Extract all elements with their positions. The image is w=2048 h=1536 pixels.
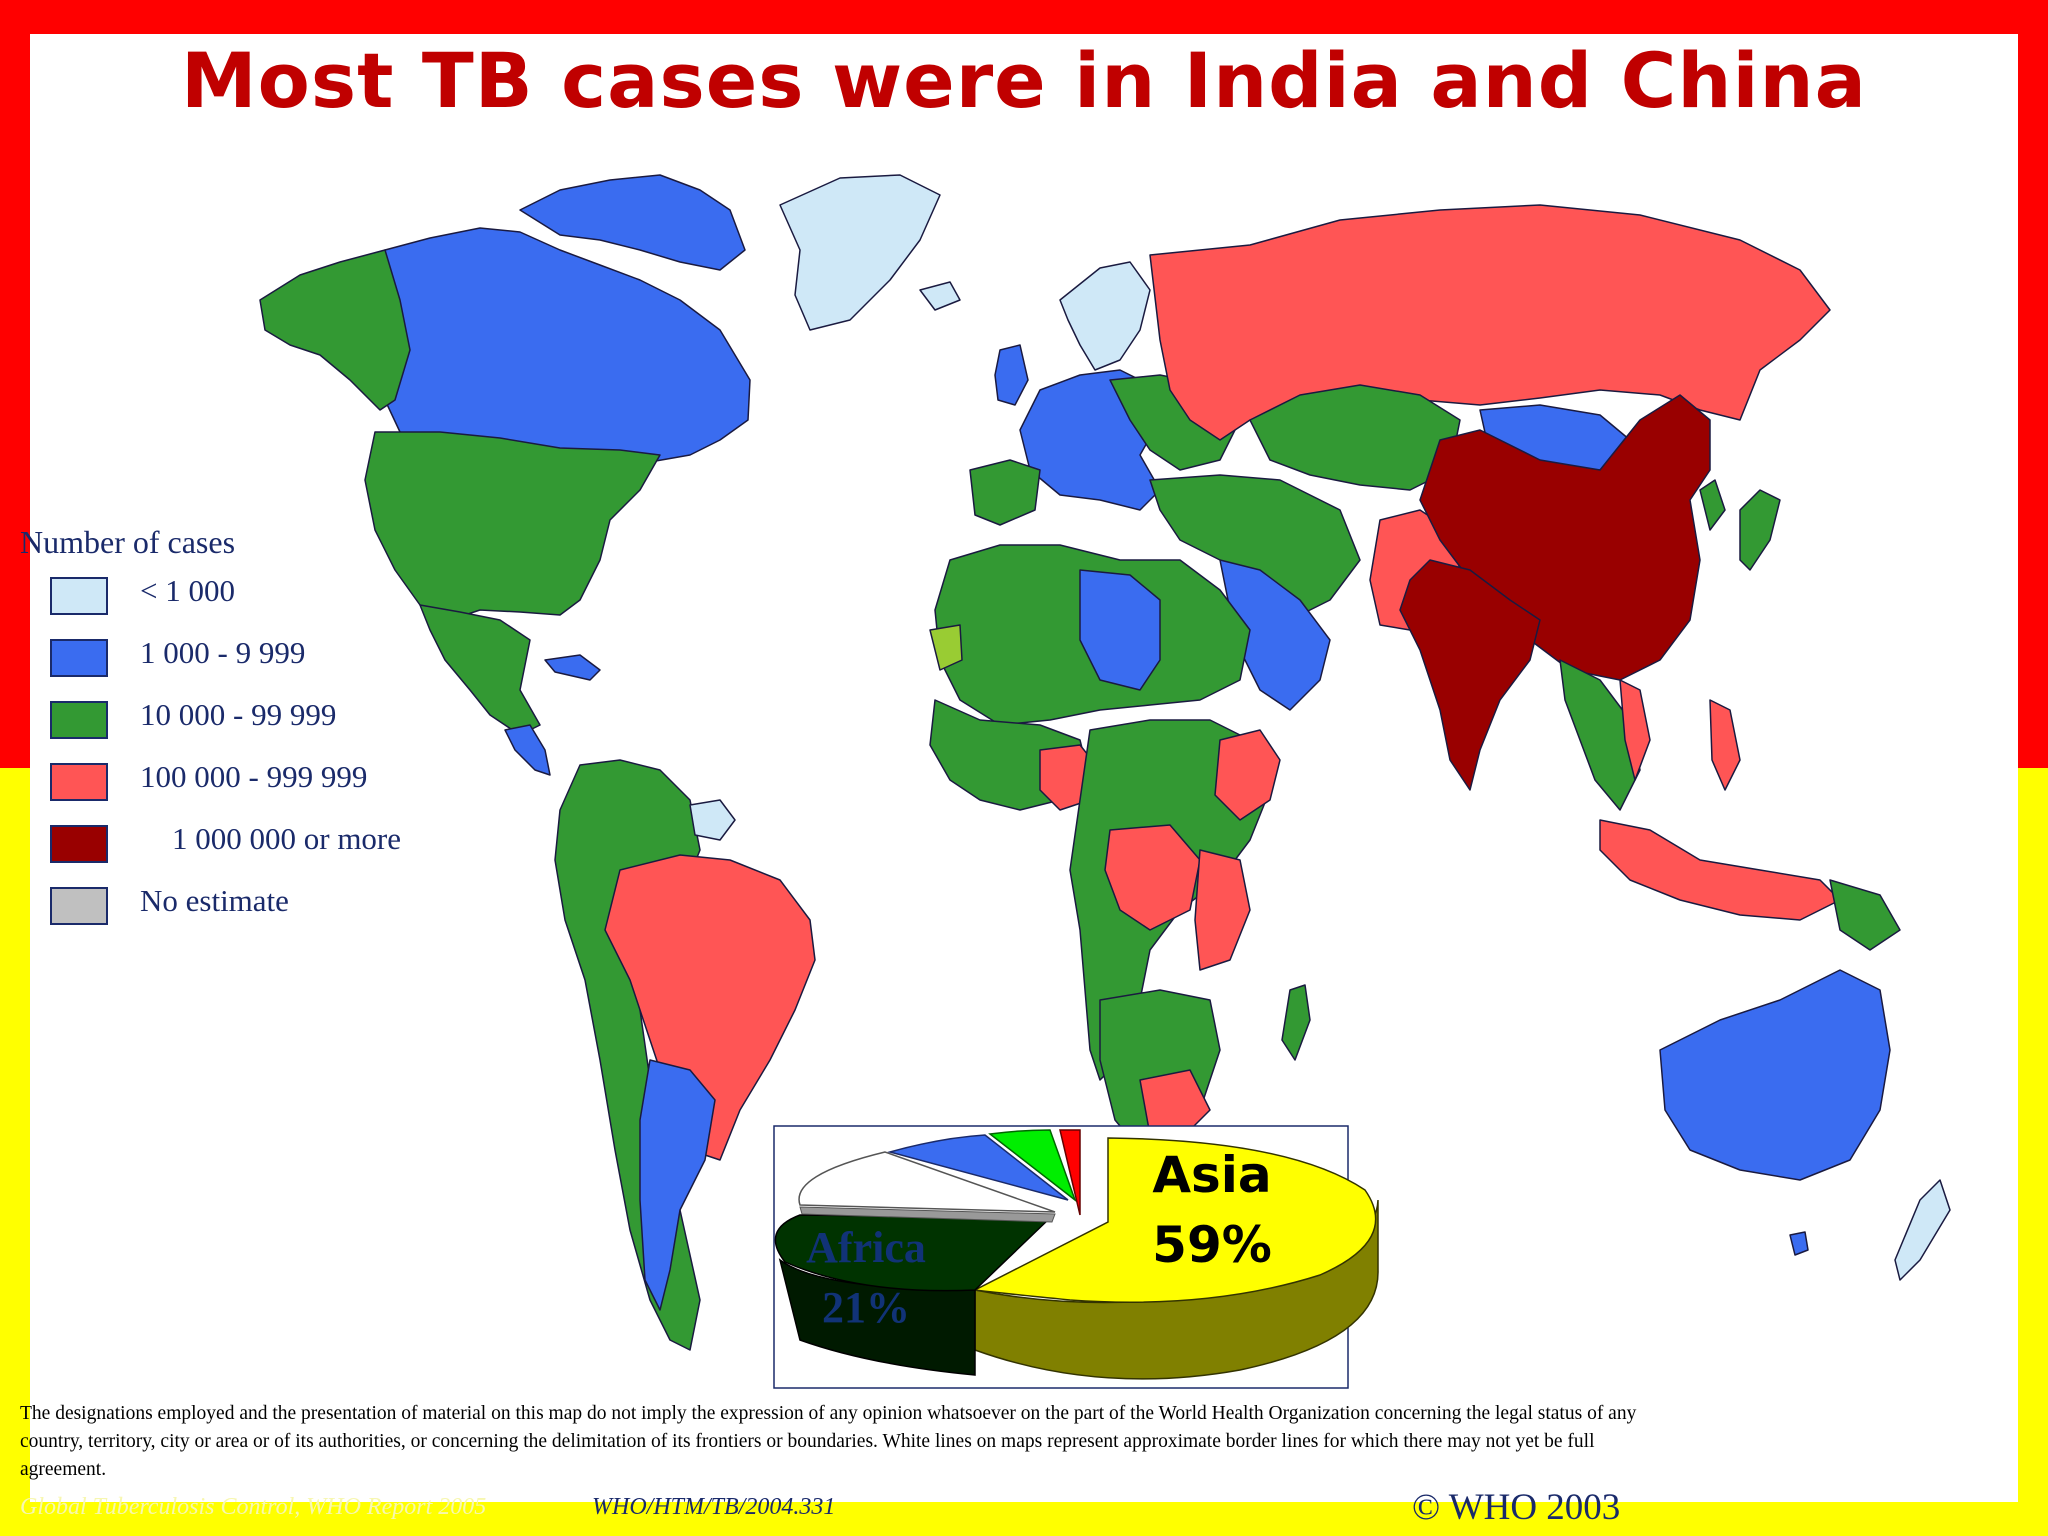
- pie-slice-europe: [798, 1151, 1056, 1213]
- map-region-madagascar: [1281, 984, 1311, 1061]
- pie-label-africa-percent: 21%: [822, 1283, 910, 1332]
- map-region-arctic-islands: [519, 174, 746, 271]
- map-region-guianas: [689, 799, 736, 841]
- map-region-western-sahara: [929, 624, 963, 671]
- map-region-uk: [994, 344, 1029, 406]
- pie-chart: Asia 59% Africa 21%: [773, 1125, 1379, 1389]
- legend-swatch: [50, 701, 108, 739]
- legend-swatch: [50, 577, 108, 615]
- map-region-argentina-chile: [639, 1059, 716, 1311]
- map-region-ethiopia: [1214, 729, 1281, 821]
- legend-item: 1 000 - 9 999: [20, 633, 305, 695]
- legend-swatch: [50, 763, 108, 801]
- legend-label: 1 000 000 or more: [172, 821, 402, 856]
- map-region-russia: [1149, 204, 1831, 441]
- pie-label-asia-percent: 59%: [1152, 1216, 1272, 1274]
- legend-label: 10 000 - 99 999: [140, 697, 337, 732]
- map-region-iceland: [919, 281, 961, 311]
- map-region-drc: [1104, 824, 1201, 931]
- map-region-brazil: [604, 854, 816, 1161]
- map-region-australia: [1659, 969, 1891, 1181]
- map-region-korea: [1699, 479, 1726, 531]
- footer-code: WHO/HTM/TB/2004.331: [592, 1494, 836, 1520]
- map-region-new-zealand: [1894, 1179, 1951, 1281]
- legend-label: No estimate: [140, 883, 289, 918]
- map-region-middle-east: [1149, 474, 1361, 621]
- map-region-japan: [1739, 489, 1781, 571]
- legend-swatch: [50, 825, 108, 863]
- map-region-indonesia: [1599, 819, 1841, 921]
- legend-item: 1 000 000 or more: [20, 819, 401, 881]
- legend-item: No estimate: [20, 881, 289, 943]
- map-region-east-africa: [1194, 849, 1251, 971]
- map-region-philippines: [1709, 699, 1741, 791]
- legend-item: 100 000 - 999 999: [20, 757, 367, 819]
- map-region-usa: [364, 431, 661, 621]
- map-region-greenland: [779, 174, 941, 331]
- legend-swatch: [50, 639, 108, 677]
- map-region-mexico: [419, 604, 541, 736]
- pie-slice-grey: [799, 1206, 1056, 1223]
- map-region-southeast-asia: [1559, 659, 1641, 811]
- page-title: Most TB cases were in India and China: [181, 36, 1867, 125]
- map-region-india: [1399, 559, 1541, 791]
- map-legend: Number of cases < 1 000 1 000 - 9 999 10…: [20, 524, 401, 943]
- map-region-papua: [1829, 879, 1901, 951]
- pie-slice-red: [1059, 1129, 1081, 1216]
- map-region-tasmania: [1789, 1231, 1809, 1256]
- map-region-libya: [1079, 569, 1161, 691]
- map-region-scandinavia: [1059, 261, 1151, 371]
- legend-swatch: [50, 887, 108, 925]
- pie-slice-africa: [774, 1214, 1052, 1292]
- pie-slice-eastern-med: [988, 1129, 1077, 1203]
- legend-label: < 1 000: [140, 573, 235, 608]
- legend-title: Number of cases: [20, 524, 236, 560]
- pie-slice-asia: [972, 1137, 1377, 1303]
- pie-slice-americas: [887, 1134, 1069, 1201]
- legend-label: 100 000 - 999 999: [140, 759, 368, 794]
- map-region-vietnam: [1619, 679, 1651, 781]
- copyright: © WHO 2003: [1412, 1487, 1621, 1528]
- map-region-caribbean: [544, 654, 601, 681]
- map-region-iberia: [969, 459, 1041, 526]
- footer-source: Global Tuberculosis Control, WHO Report …: [20, 1494, 487, 1520]
- legend-item: < 1 000: [20, 571, 235, 633]
- map-region-alaska: [259, 249, 411, 411]
- legend-item: 10 000 - 99 999: [20, 695, 336, 757]
- pie-label-africa: Africa: [806, 1223, 926, 1272]
- disclaimer-text: The designations employed and the presen…: [20, 1403, 1637, 1480]
- map-region-central-america: [504, 724, 551, 776]
- pie-label-asia: Asia: [1152, 1146, 1271, 1204]
- legend-label: 1 000 - 9 999: [140, 635, 306, 670]
